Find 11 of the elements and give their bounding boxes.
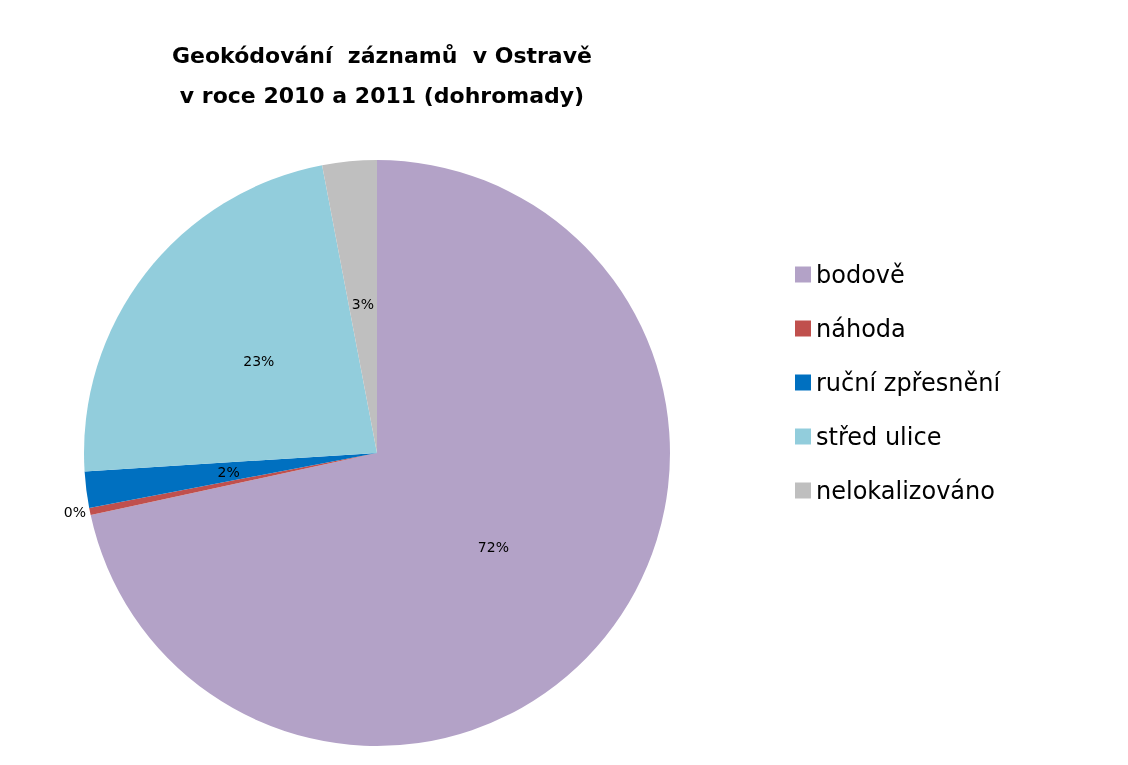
legend-label: náhoda bbox=[816, 314, 906, 343]
legend-label: bodově bbox=[816, 260, 905, 289]
data-label: 3% bbox=[351, 296, 375, 313]
data-label: 23% bbox=[243, 353, 275, 370]
data-label: 72% bbox=[477, 538, 509, 555]
chart-title: Geokódování záznamů v Ostravě v roce 2010 a 2011 (dohromady) bbox=[172, 42, 592, 108]
data-label: 0% bbox=[63, 504, 86, 521]
data-label: 2% bbox=[217, 463, 240, 480]
legend-label: střed ulice bbox=[816, 422, 942, 451]
legend-label: ruční zpřesnění bbox=[816, 368, 1002, 397]
legend-label: nelokalizováno bbox=[816, 476, 995, 505]
